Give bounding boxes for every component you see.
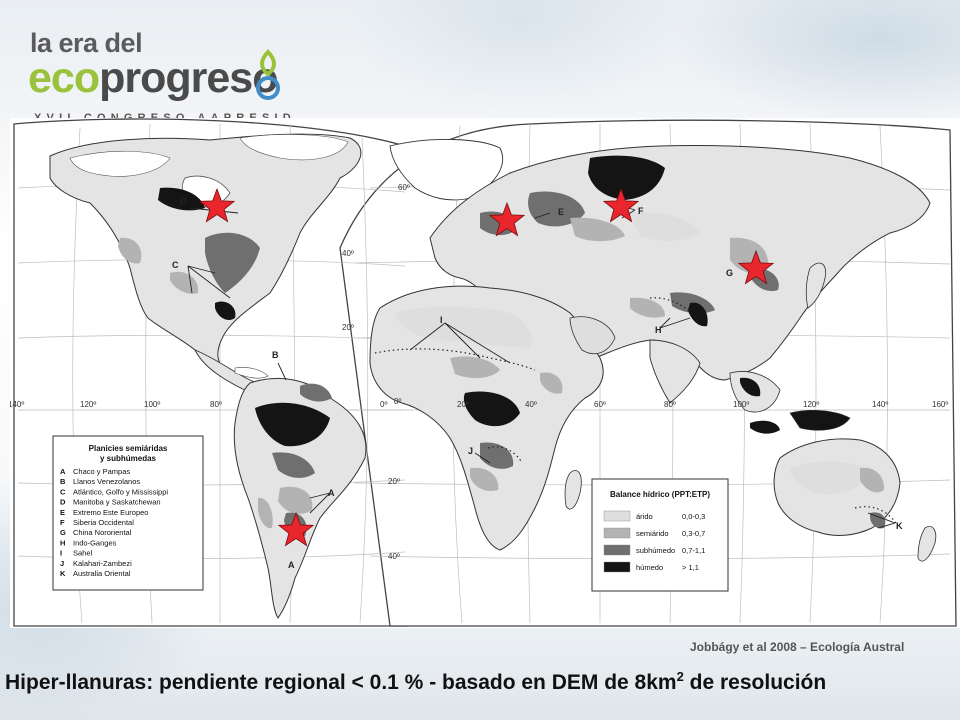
red-star-icon (602, 187, 640, 223)
legend-plains-code: J (60, 559, 64, 568)
lon-label-20e: 20º (457, 400, 469, 409)
legend-plains-title-1: Planicies semiáridas (89, 444, 168, 453)
legend-plains-name: Australia Oriental (73, 569, 131, 578)
logo-infinity-drop-icon (256, 49, 280, 100)
region-letter-h: H (655, 325, 662, 335)
lat-label-20n: 20º (342, 323, 354, 332)
legend-plains-code: A (60, 467, 66, 476)
lon-label-40e: 40º (525, 400, 537, 409)
slide-caption: Hiper-llanuras: pendiente regional < 0.1… (5, 669, 826, 695)
legend-plains-name: Kalahari-Zambezi (73, 559, 132, 568)
legend-balance-range: 0,3-0,7 (682, 529, 705, 538)
legend-plains-code: F (60, 518, 65, 527)
legend-plains-name: Siberia Occidental (73, 518, 134, 527)
legend-plains-code: G (60, 528, 66, 537)
red-star-icon (737, 249, 775, 285)
logo-progreso: progreso (99, 54, 278, 102)
legend-plains-code: K (60, 569, 66, 578)
caption-superscript: 2 (676, 669, 684, 684)
lon-label-100w: 100º (144, 400, 160, 409)
logo-eco: eco (28, 54, 100, 102)
legend-plains-name: China Nororiental (73, 528, 132, 537)
legend-balance-label: árido (636, 512, 653, 521)
legend-plains-code: C (60, 487, 66, 496)
region-letter-a2: A (288, 560, 295, 570)
legend-balance-label: subhúmedo (636, 546, 675, 555)
lon-label-120e: 120º (803, 400, 819, 409)
legend-plains-code: E (60, 508, 65, 517)
legend-plains-name: Atlántico, Golfo y Mississippi (73, 487, 168, 496)
legend-plains-code: B (60, 477, 66, 486)
region-letter-d: D (180, 196, 187, 206)
legend-balance-range: > 1,1 (682, 563, 699, 572)
legend-plains-name: Manitoba y Saskatchewan (73, 498, 161, 507)
lon-label-60e: 60º (594, 400, 606, 409)
landmass-india (649, 339, 701, 404)
legend-plains-name: Llanos Venezolanos (73, 477, 140, 486)
region-letter-g: G (726, 268, 733, 278)
region-letter-e: E (558, 207, 564, 217)
lat-label-0: 0º (380, 400, 387, 409)
legend-water-balance: Balance hídrico (PPT:ETP) árido 0,0-0,3 se… (591, 478, 729, 592)
legend-balance-label: semiárido (636, 529, 669, 538)
red-star-icon (277, 511, 315, 547)
lat-label-40n: 40º (342, 249, 354, 258)
legend-plains: Planicies semiáridas y subhúmedas A Chaco… (52, 435, 204, 591)
legend-plains-title-2: y subhúmedas (100, 454, 157, 463)
lon-label-100e: 100º (733, 400, 749, 409)
region-letter-c: C (172, 260, 179, 270)
lon-label-80e: 80º (664, 400, 676, 409)
lon-label-80w: 80º (210, 400, 222, 409)
legend-plains-code: I (60, 549, 62, 558)
lon-label-0: 0º (394, 397, 401, 406)
caption-main: Hiper-llanuras: pendiente regional < 0.1… (5, 671, 677, 694)
lat-label-40s: 40º (388, 552, 400, 561)
citation-text: Jobbágy et al 2008 – Ecología Austral (690, 640, 905, 654)
region-letter-f: F (638, 206, 644, 216)
world-map-svg: A A B C D E F G H I J K 60º 40º 20º 0º 2… (10, 118, 957, 628)
legend-plains-name: Chaco y Pampas (73, 467, 130, 476)
site-markers (198, 187, 775, 547)
legend-balance-title: Balance hídrico (PPT:ETP) (610, 490, 710, 499)
legend-balance-swatch (603, 510, 631, 522)
legend-plains-code: H (60, 538, 65, 547)
region-letter-i: I (440, 315, 443, 325)
legend-balance-range: 0,0-0,3 (682, 512, 705, 521)
region-letter-j: J (468, 446, 473, 456)
legend-balance-range: 0,7-1,1 (682, 546, 705, 555)
congress-logo: la era del ecoprogreso XVII CONGRESO AAP… (28, 28, 298, 124)
logo-line-ecoprogreso: ecoprogreso (28, 54, 278, 102)
lon-label-140e: 140º (872, 400, 888, 409)
region-letter-k: K (896, 521, 903, 531)
region-letter-a1: A (328, 488, 335, 498)
logo-line-la-era-del: la era del (30, 28, 143, 58)
lon-label-160e: 160º (932, 400, 948, 409)
legend-balance-label: húmedo (636, 563, 663, 572)
legend-plains-name: Sahel (73, 549, 93, 558)
legend-plains-name: Extremo Este Europeo (73, 508, 148, 517)
legend-balance-swatch (603, 527, 631, 539)
caption-tail: de resolución (683, 671, 827, 694)
red-star-icon (198, 187, 236, 223)
legend-plains-code: D (60, 498, 66, 507)
legend-balance-swatch (603, 561, 631, 573)
legend-balance-swatch (603, 544, 631, 556)
red-star-icon (488, 201, 526, 237)
region-letter-b: B (272, 350, 279, 360)
lat-label-60n: 60º (398, 183, 410, 192)
lat-label-20s: 20º (388, 477, 400, 486)
legend-plains-name: Indo-Ganges (73, 538, 117, 547)
lon-label-120w: 120º (80, 400, 96, 409)
lon-label-140w: 140º (10, 400, 24, 409)
world-map-figure: A A B C D E F G H I J K 60º 40º 20º 0º 2… (10, 118, 960, 628)
